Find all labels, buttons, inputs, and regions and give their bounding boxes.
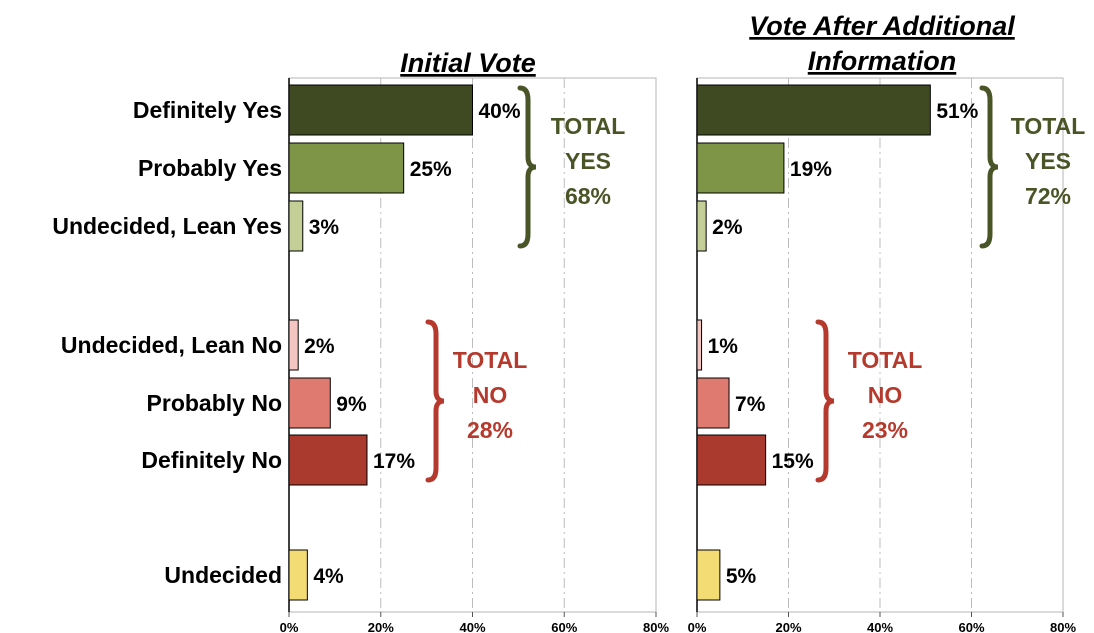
bar-value-label-1-0: 51% [936,100,978,123]
bar-0-1 [288,142,405,194]
bar-value-label-0-6: 4% [313,565,344,588]
bar-1-5 [696,434,767,486]
bar-value-label-0-2: 3% [309,216,340,239]
x-tick-label-0-3: 60% [551,620,577,633]
bar-0-4 [288,377,331,429]
bar-1-0 [696,84,931,136]
x-tick-label-0-1: 20% [368,620,394,633]
bar-value-label-1-3: 1% [708,335,739,358]
bar-1-6 [696,549,721,601]
x-tick-label-1-3: 60% [958,620,984,633]
category-label-1: Probably Yes [138,155,282,181]
category-label-3: Undecided, Lean No [61,332,282,358]
annotation-no-1-line-2: 23% [862,417,908,443]
category-label-2: Undecided, Lean Yes [52,213,282,239]
annotation-no-1-line-1: NO [868,382,903,408]
annotation-no-1-line-0: TOTAL [848,347,923,373]
category-label-6: Undecided [164,562,282,588]
annotation-no-0-line-0: TOTAL [453,347,528,373]
bar-1-1 [696,142,785,194]
bar-1-3 [696,319,703,371]
x-tick-label-1-4: 80% [1050,620,1076,633]
x-tick-label-0-0: 0% [280,620,299,633]
category-label-0: Definitely Yes [133,97,282,123]
bar-1-2 [696,200,707,252]
annotation-yes-1-line-1: YES [1025,148,1071,174]
chart-title-1-line-0: Vote After Additional [749,11,1015,41]
annotation-yes-1-line-0: TOTAL [1011,113,1086,139]
annotation-yes-0-line-2: 68% [565,183,611,209]
bar-value-label-0-3: 2% [304,335,335,358]
bar-value-label-1-5: 15% [772,450,814,473]
chart-title-0: Initial Vote [400,48,536,78]
brace-yes-0 [517,85,537,249]
bar-value-label-0-4: 9% [336,393,367,416]
bar-value-label-1-4: 7% [735,393,766,416]
bar-value-label-0-0: 40% [479,100,521,123]
annotation-no-0-line-1: NO [473,382,508,408]
x-tick-label-1-0: 0% [688,620,707,633]
bar-value-label-1-2: 2% [712,216,743,239]
annotation-yes-0-line-1: YES [565,148,611,174]
annotation-yes-1-line-2: 72% [1025,183,1071,209]
bar-0-0 [288,84,473,136]
brace-no-1 [815,319,835,483]
bar-0-3 [288,319,299,371]
bar-1-4 [696,377,730,429]
x-tick-label-0-4: 80% [643,620,669,633]
bar-value-label-1-1: 19% [790,158,832,181]
bar-0-5 [288,434,368,486]
bar-0-2 [288,200,304,252]
annotation-no-0-line-2: 28% [467,417,513,443]
chart-title-1-line-1: Information [808,46,957,76]
annotation-yes-0-line-0: TOTAL [551,113,626,139]
brace-yes-1 [979,85,999,249]
category-label-5: Definitely No [141,447,282,473]
x-tick-label-1-2: 40% [867,620,893,633]
bar-value-label-0-5: 17% [373,450,415,473]
bar-0-6 [288,549,308,601]
bar-value-label-0-1: 25% [410,158,452,181]
x-tick-label-0-2: 40% [459,620,485,633]
brace-no-0 [425,319,445,483]
category-label-4: Probably No [147,390,282,416]
bar-value-label-1-6: 5% [726,565,757,588]
x-tick-label-1-1: 20% [775,620,801,633]
